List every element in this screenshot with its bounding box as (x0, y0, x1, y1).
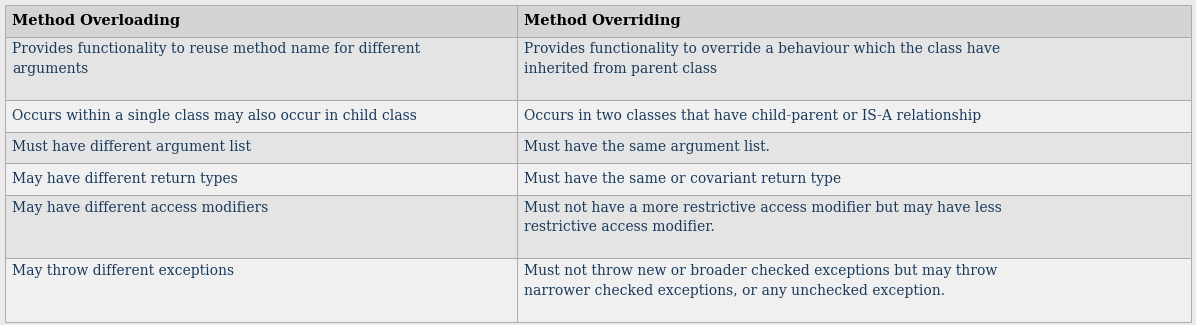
Text: Method Overloading: Method Overloading (12, 14, 181, 28)
Text: Must have the same or covariant return type: Must have the same or covariant return t… (525, 172, 842, 186)
Text: May have different return types: May have different return types (12, 172, 238, 186)
Bar (5, 100, 1191, 132)
Text: Method Overriding: Method Overriding (525, 14, 682, 28)
Bar (5, 37, 1191, 100)
Bar (5, 163, 1191, 195)
Bar (5, 132, 1191, 163)
Text: Provides functionality to reuse method name for different
arguments: Provides functionality to reuse method n… (12, 43, 420, 76)
Text: May have different access modifiers: May have different access modifiers (12, 201, 268, 215)
Text: May throw different exceptions: May throw different exceptions (12, 264, 234, 278)
Text: Must have the same argument list.: Must have the same argument list. (525, 140, 770, 154)
Text: Must have different argument list: Must have different argument list (12, 140, 251, 154)
Bar (5, 5, 1191, 37)
Text: Occurs in two classes that have child-parent or IS-A relationship: Occurs in two classes that have child-pa… (525, 109, 982, 123)
Text: Provides functionality to override a behaviour which the class have
inherited fr: Provides functionality to override a beh… (525, 43, 1001, 76)
Bar (5, 195, 1191, 258)
Bar (5, 258, 1191, 322)
Text: Must not have a more restrictive access modifier but may have less
restrictive a: Must not have a more restrictive access … (525, 201, 1002, 234)
Text: Must not throw new or broader checked exceptions but may throw
narrower checked : Must not throw new or broader checked ex… (525, 264, 997, 298)
Text: Occurs within a single class may also occur in child class: Occurs within a single class may also oc… (12, 109, 417, 123)
